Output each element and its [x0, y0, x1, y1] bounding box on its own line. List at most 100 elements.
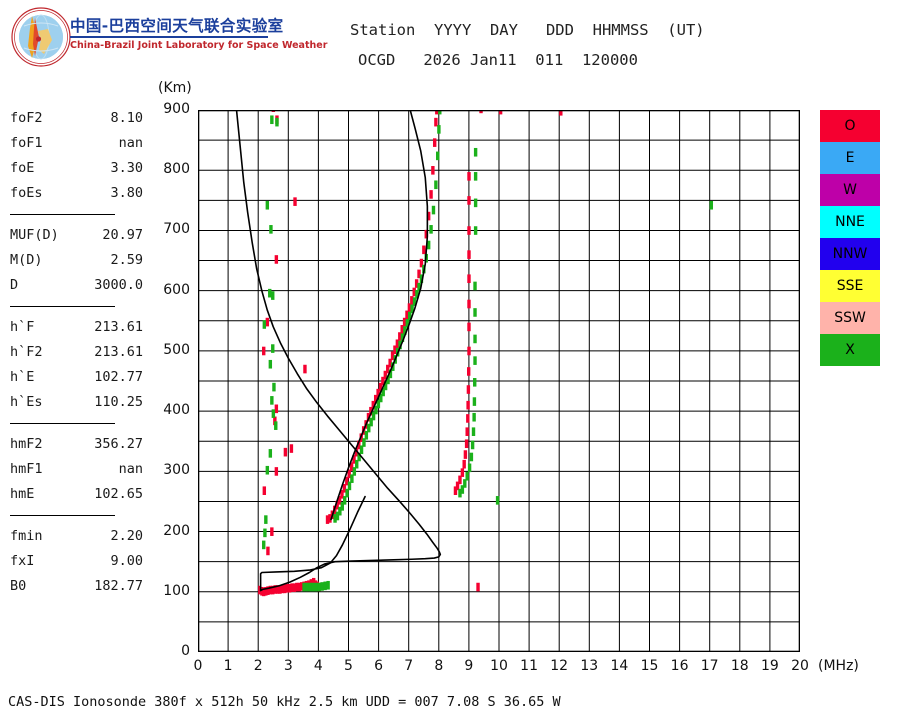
plot-series-model-profile	[235, 110, 442, 592]
parameter-group-divider	[10, 306, 115, 307]
header-values: OCGD 2026 Jan11 011 120000	[358, 51, 638, 69]
legend-item-label: NNW	[832, 246, 868, 262]
parameter-value: 102.77	[94, 369, 143, 385]
parameter-row: B0 182.77	[10, 574, 145, 599]
parameter-name: h`Es	[10, 394, 43, 410]
header-labels: Station YYYY DAY DDD HHMMSS (UT)	[350, 21, 705, 39]
legend-item-w[interactable]: W	[820, 174, 880, 206]
x-tick-label: 6	[374, 658, 384, 674]
parameter-row: foF1 nan	[10, 131, 145, 156]
x-tick-label: 5	[344, 658, 353, 674]
x-tick-label: 13	[580, 658, 599, 674]
org-name-en: China-Brazil Joint Laboratory for Space …	[70, 40, 328, 51]
parameter-name: foF2	[10, 110, 43, 126]
plot-gridlines	[198, 110, 800, 652]
parameter-value: 213.61	[94, 319, 143, 335]
parameter-value: 3.80	[110, 185, 143, 201]
legend-item-o[interactable]: O	[820, 110, 880, 142]
parameter-value: 20.97	[102, 227, 143, 243]
x-tick-label: 20	[791, 658, 809, 674]
parameter-name: M(D)	[10, 252, 43, 268]
x-tick-label: 3	[283, 658, 293, 674]
x-tick-label: 14	[610, 658, 629, 674]
parameter-row: D 3000.0	[10, 273, 145, 298]
parameter-name: h`F2	[10, 344, 43, 360]
plot-frame	[198, 110, 800, 652]
y-tick-label: 700	[163, 221, 190, 238]
legend-item-label: O	[844, 118, 856, 134]
x-tick-label: 1	[223, 658, 233, 674]
legend-item-nnw[interactable]: NNW	[820, 238, 880, 270]
legend-item-label: SSW	[834, 310, 866, 326]
parameter-group-divider	[10, 515, 115, 516]
x-tick-label: 4	[313, 658, 323, 674]
x-tick-label: 2	[253, 658, 263, 674]
parameter-name: hmF1	[10, 461, 43, 477]
y-tick-label: 100	[163, 582, 190, 599]
ionogram-plot[interactable]	[198, 110, 800, 652]
parameter-row: hmE 102.65	[10, 482, 145, 507]
parameter-row: h`F 213.61	[10, 315, 145, 340]
parameter-row: foE 3.30	[10, 156, 145, 181]
legend-item-label: SSE	[836, 278, 864, 294]
y-tick-label: 800	[163, 161, 190, 178]
parameter-name: foF1	[10, 135, 43, 151]
parameter-row: h`F2 213.61	[10, 340, 145, 365]
parameter-name: hmF2	[10, 436, 43, 452]
legend-item-label: W	[843, 182, 857, 198]
legend-item-sse[interactable]: SSE	[820, 270, 880, 302]
legend-item-e[interactable]: E	[820, 142, 880, 174]
x-tick-label: 18	[730, 658, 749, 674]
parameter-row: MUF(D) 20.97	[10, 223, 145, 248]
parameter-row: fxI 9.00	[10, 549, 145, 574]
parameter-value: 3000.0	[94, 277, 143, 293]
x-tick-label: 17	[700, 658, 719, 674]
globe-logo-icon	[8, 6, 74, 68]
parameter-name: fmin	[10, 528, 43, 544]
parameter-group-divider	[10, 423, 115, 424]
parameter-name: MUF(D)	[10, 227, 59, 243]
parameter-name: D	[10, 277, 19, 293]
parameter-value: 3.30	[110, 160, 143, 176]
parameter-row: foEs 3.80	[10, 181, 145, 206]
parameter-row: h`E 102.77	[10, 365, 145, 390]
parameter-name: h`E	[10, 369, 35, 385]
instrument-footer: CAS-DIS Ionosonde 380f x 512h 50 kHz 2.5…	[8, 694, 561, 710]
legend-item-ssw[interactable]: SSW	[820, 302, 880, 334]
parameter-name: foEs	[10, 185, 43, 201]
x-tick-label: 11	[520, 658, 538, 674]
legend-item-label: NNE	[835, 214, 865, 230]
parameter-row: hmF1 nan	[10, 457, 145, 482]
legend-item-nne[interactable]: NNE	[820, 206, 880, 238]
x-tick-label: 15	[640, 658, 659, 674]
parameter-name: hmE	[10, 486, 35, 502]
parameter-value: 102.65	[94, 486, 143, 502]
x-tick-label: 9	[464, 658, 474, 674]
y-tick-label: 300	[163, 462, 190, 479]
y-axis-unit-label: (Km)	[158, 80, 192, 96]
x-tick-label: 12	[550, 658, 569, 674]
parameter-row: foF2 8.10	[10, 106, 145, 131]
legend-item-x[interactable]: X	[820, 334, 880, 366]
x-tick-label: 0	[193, 658, 203, 674]
parameter-name: B0	[10, 578, 27, 594]
parameter-row: fmin 2.20	[10, 524, 145, 549]
parameter-value: 213.61	[94, 344, 143, 360]
y-tick-label: 500	[163, 341, 190, 358]
parameter-row: hmF2 356.27	[10, 432, 145, 457]
parameter-value: nan	[118, 135, 143, 151]
parameter-value: 8.10	[110, 110, 143, 126]
org-name-cn: 中国-巴西空间天气联合实验室	[70, 17, 284, 35]
parameter-name: fxI	[10, 553, 35, 569]
y-tick-label: 0	[181, 643, 190, 659]
y-tick-label: 600	[163, 281, 190, 298]
parameter-row: h`Es 110.25	[10, 390, 145, 415]
plot-series-model-upper-branch	[330, 110, 429, 521]
x-axis-unit-label: (MHz)	[818, 658, 859, 674]
x-tick-label: 8	[434, 658, 444, 674]
y-tick-label: 400	[163, 402, 190, 419]
parameter-value: 182.77	[94, 578, 143, 594]
x-tick-label: 7	[404, 658, 414, 674]
parameter-name: h`F	[10, 319, 35, 335]
